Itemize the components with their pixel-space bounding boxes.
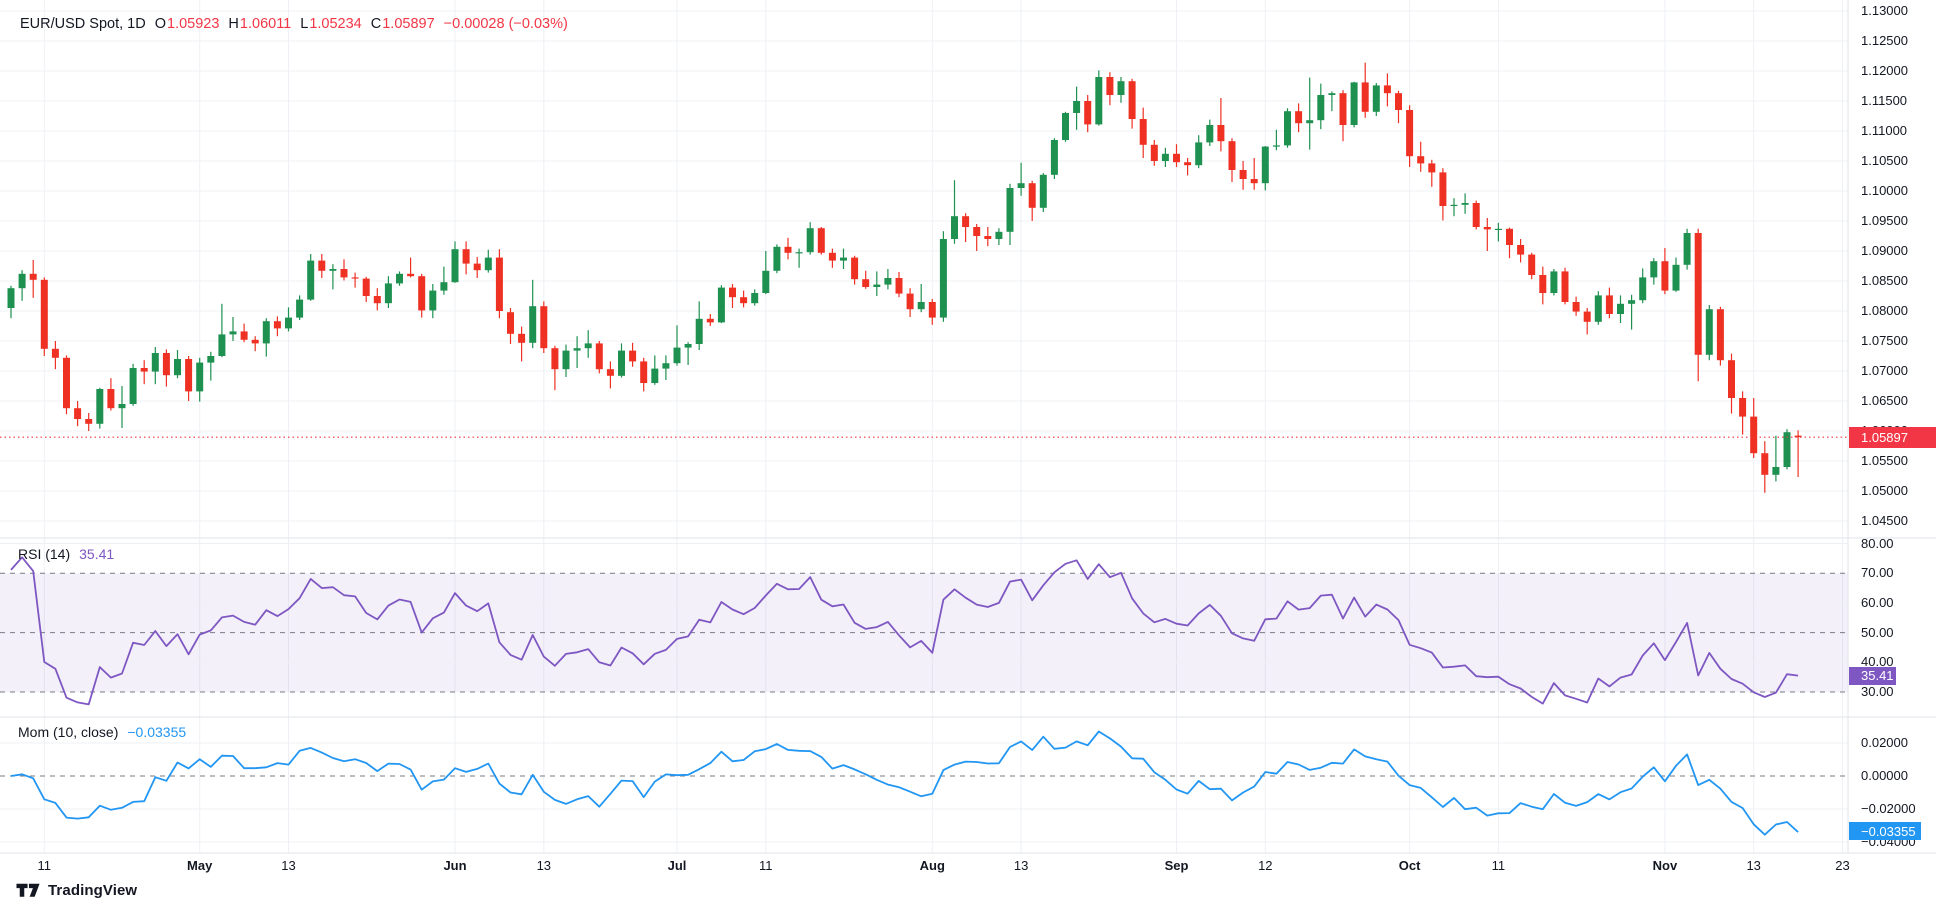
time-axis-label: Jun	[443, 858, 467, 873]
time-axis-label: 11	[37, 858, 52, 873]
price-axis-label: 1.07500	[1861, 333, 1908, 348]
rsi-axis-label: 40.00	[1861, 654, 1894, 670]
mom-legend[interactable]: Mom (10, close) −0.03355	[18, 724, 186, 740]
rsi-axis-label: 50.00	[1861, 624, 1894, 640]
time-axis-label: 11	[759, 858, 773, 873]
price-axis-label: 1.05500	[1861, 453, 1908, 468]
ohlc-open: O 1.05923	[154, 16, 220, 32]
rsi-axis-label: 60.00	[1861, 594, 1894, 610]
time-axis-label: 13	[1013, 858, 1029, 873]
ohlc-close: C 1.05897	[370, 16, 435, 32]
price-axis-label: 1.12000	[1861, 63, 1908, 78]
time-axis-label: 11	[1491, 858, 1506, 873]
price-axis-label: 1.13000	[1861, 3, 1908, 18]
mom-value: −0.03355	[127, 724, 187, 740]
price-axis-label: 1.08000	[1861, 303, 1908, 318]
price-axis-label: 1.12500	[1861, 33, 1908, 48]
time-axis-label: 13	[1746, 858, 1761, 873]
rsi-title: RSI (14)	[18, 546, 71, 562]
price-axis-label: 1.10500	[1861, 153, 1908, 168]
time-axis-label: Oct	[1398, 858, 1421, 873]
change-value: −0.00028 (−0.03%)	[443, 16, 568, 32]
mom-axis-label: −0.02000	[1861, 801, 1916, 816]
ohlc-low: L 1.05234	[300, 16, 362, 32]
rsi-value: 35.41	[79, 546, 115, 562]
tradingview-logo[interactable]: TradingView	[16, 882, 137, 899]
mom-axis-label: 0.02000	[1861, 735, 1908, 750]
mom-line	[10, 730, 1799, 836]
time-axis-label: 13	[281, 858, 296, 873]
price-axis-label: 1.09000	[1861, 243, 1908, 258]
price-axis-label: 1.08500	[1861, 273, 1908, 288]
price-axis-label: 1.07000	[1861, 363, 1908, 378]
symbol-title: EUR/USD Spot, 1D	[20, 16, 146, 32]
price-axis-label: 1.05000	[1861, 483, 1908, 498]
candles	[7, 62, 1802, 493]
time-axis-label: Sep	[1164, 858, 1189, 873]
mom-title: Mom (10, close)	[18, 724, 119, 740]
time-axis-label: 12	[1258, 858, 1273, 873]
price-axis-label: 1.06500	[1861, 393, 1908, 408]
time-axis-label: 13	[536, 858, 552, 873]
price-axis-label: 1.10000	[1861, 183, 1908, 198]
price-axis-label: 1.11500	[1861, 93, 1908, 108]
rsi-axis-label: 80.00	[1861, 535, 1894, 551]
time-axis-label: May	[187, 858, 213, 873]
ohlc-high: H 1.06011	[228, 16, 292, 32]
rsi-value-badge: 35.41	[1849, 666, 1896, 685]
time-axis-label: Aug	[919, 858, 945, 873]
time-axis-label: Nov	[1652, 858, 1678, 873]
mom-value-badge: −0.03355	[1849, 822, 1921, 841]
time-axis-label: 23	[1835, 858, 1850, 873]
tradingview-label: TradingView	[48, 882, 138, 899]
last-price-badge: 1.05897	[1849, 426, 1936, 448]
rsi-axis-label: 30.00	[1861, 684, 1894, 700]
rsi-axis-label: 70.00	[1861, 565, 1894, 581]
tradingview-icon	[16, 883, 40, 897]
time-axis-label: Jul	[667, 858, 687, 873]
rsi-line	[10, 556, 1799, 706]
rsi-legend[interactable]: RSI (14) 35.41	[18, 546, 114, 562]
price-axis-label: 1.09500	[1861, 213, 1908, 228]
mom-axis-label: 0.00000	[1861, 768, 1908, 783]
price-axis-label: 1.04500	[1861, 513, 1908, 528]
price-axis-label: 1.11000	[1861, 123, 1908, 138]
symbol-legend[interactable]: EUR/USD Spot, 1D O 1.05923 H 1.06011 L 1.05…	[20, 16, 568, 32]
